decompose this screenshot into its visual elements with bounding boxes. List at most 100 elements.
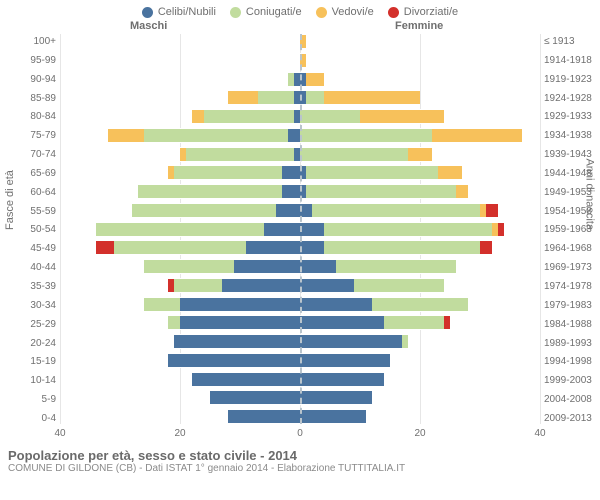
bar-segment	[180, 297, 300, 312]
bar-segment	[192, 109, 204, 124]
male-header: Maschi	[130, 20, 167, 32]
legend-item: Vedovi/e	[316, 6, 374, 18]
bar-segment	[180, 315, 300, 330]
female-half	[300, 53, 540, 68]
female-half	[300, 353, 540, 368]
legend-swatch	[388, 7, 399, 18]
bar-segment	[258, 90, 294, 105]
female-half	[300, 222, 540, 237]
bar-segment	[174, 165, 282, 180]
bar-segment	[234, 259, 300, 274]
bar-segment	[306, 72, 324, 87]
age-label: 5-9	[4, 394, 60, 405]
bar-segment	[300, 334, 402, 349]
age-label: 100+	[4, 36, 60, 47]
birth-label: 1979-1983	[540, 300, 596, 311]
bar-segment	[306, 165, 438, 180]
female-half	[300, 334, 540, 349]
male-half	[60, 353, 300, 368]
male-half	[60, 165, 300, 180]
bar-segment	[438, 165, 462, 180]
female-half	[300, 315, 540, 330]
bar-segment	[282, 184, 300, 199]
male-half	[60, 203, 300, 218]
bar-segment	[354, 278, 444, 293]
bar-segment	[324, 222, 492, 237]
bar-segment	[300, 297, 372, 312]
birth-label: 1924-1928	[540, 93, 596, 104]
age-label: 75-79	[4, 130, 60, 141]
bar-segment	[186, 147, 294, 162]
legend-label: Celibi/Nubili	[158, 6, 216, 18]
chart-subtitle: COMUNE DI GILDONE (CB) - Dati ISTAT 1° g…	[8, 463, 592, 474]
bar-segment	[192, 372, 300, 387]
male-half	[60, 390, 300, 405]
female-half	[300, 72, 540, 87]
centerline	[300, 34, 302, 424]
legend-swatch	[230, 7, 241, 18]
bar-segment	[300, 409, 366, 424]
legend-label: Divorziati/e	[404, 6, 458, 18]
female-half	[300, 372, 540, 387]
age-label: 95-99	[4, 55, 60, 66]
gridline	[540, 34, 541, 424]
birth-label: 1974-1978	[540, 281, 596, 292]
bar-segment	[306, 184, 456, 199]
male-half	[60, 72, 300, 87]
birth-label: 1934-1938	[540, 130, 596, 141]
bar-segment	[108, 128, 144, 143]
male-half	[60, 315, 300, 330]
male-half	[60, 334, 300, 349]
female-half	[300, 128, 540, 143]
bar-segment	[372, 297, 468, 312]
birth-label: 1994-1998	[540, 356, 596, 367]
yaxis-left-title: Fasce di età	[4, 170, 16, 230]
birth-label: 1929-1933	[540, 111, 596, 122]
male-half	[60, 109, 300, 124]
xaxis-tick: 40	[54, 428, 65, 439]
bar-segment	[300, 353, 390, 368]
female-half	[300, 184, 540, 199]
birth-label: 2004-2008	[540, 394, 596, 405]
bar-segment	[300, 278, 354, 293]
male-half	[60, 409, 300, 424]
male-half	[60, 90, 300, 105]
age-label: 10-14	[4, 375, 60, 386]
bar-segment	[144, 259, 234, 274]
bar-segment	[360, 109, 444, 124]
male-half	[60, 372, 300, 387]
bar-segment	[300, 222, 324, 237]
bar-segment	[204, 109, 294, 124]
male-half	[60, 184, 300, 199]
legend-label: Coniugati/e	[246, 6, 302, 18]
bar-segment	[480, 240, 492, 255]
male-half	[60, 147, 300, 162]
bar-segment	[264, 222, 300, 237]
age-label: 35-39	[4, 281, 60, 292]
female-half	[300, 259, 540, 274]
chart-title: Popolazione per età, sesso e stato civil…	[8, 448, 592, 463]
age-label: 45-49	[4, 243, 60, 254]
age-label: 80-84	[4, 111, 60, 122]
bar-segment	[300, 147, 408, 162]
bar-segment	[300, 372, 384, 387]
age-label: 25-29	[4, 319, 60, 330]
birth-label: 1984-1988	[540, 319, 596, 330]
bar-segment	[228, 90, 258, 105]
xaxis: 402002040	[60, 428, 540, 444]
bar-segment	[336, 259, 456, 274]
birth-label: 1919-1923	[540, 74, 596, 85]
birth-label: 1989-1993	[540, 338, 596, 349]
bar-segment	[324, 240, 480, 255]
bar-segment	[324, 90, 420, 105]
bar-segment	[408, 147, 432, 162]
age-label: 70-74	[4, 149, 60, 160]
bar-segment	[300, 109, 360, 124]
bar-segment	[228, 409, 300, 424]
xaxis-tick: 20	[174, 428, 185, 439]
female-half	[300, 203, 540, 218]
female-half	[300, 297, 540, 312]
male-half	[60, 259, 300, 274]
bar-segment	[300, 315, 384, 330]
male-half	[60, 34, 300, 49]
